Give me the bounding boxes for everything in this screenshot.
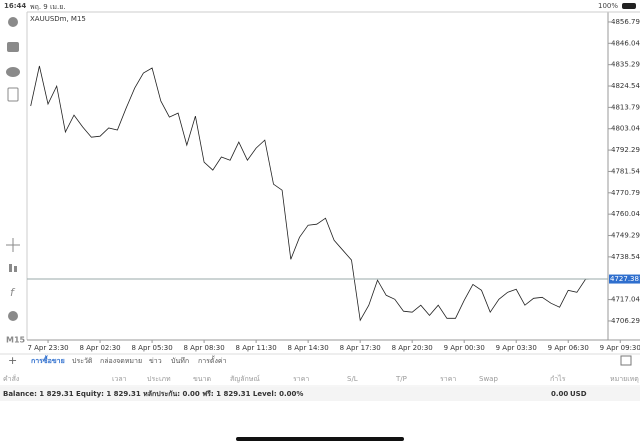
- timeframe[interactable]: M15: [6, 336, 26, 345]
- x-tick-label: 7 Apr 23:30: [27, 344, 68, 352]
- column-header: S/L: [347, 375, 358, 383]
- current-price-box: [609, 274, 640, 284]
- y-tick-label: 4792.290: [611, 146, 640, 154]
- current-price-label: 4727.381: [610, 275, 640, 283]
- y-tick-label: 4803.040: [611, 125, 640, 133]
- currency: USD: [570, 390, 587, 398]
- panel-icon[interactable]: [620, 355, 632, 366]
- chat-icon[interactable]: [6, 67, 20, 77]
- account-icon[interactable]: [8, 17, 18, 27]
- y-tick-label: 4846.040: [611, 39, 640, 47]
- x-tick-label: 8 Apr 02:30: [79, 344, 120, 352]
- summary-bg: [0, 387, 640, 401]
- x-tick-label: 8 Apr 08:30: [184, 344, 225, 352]
- column-header: สัญลักษณ์: [230, 375, 260, 383]
- price-line: [30, 65, 595, 322]
- battery-icon: [622, 3, 636, 9]
- chart-title: XAUUSDm, M15: [30, 15, 86, 23]
- y-tick-label: 4738.540: [611, 253, 640, 261]
- column-header: หมายเหตุ: [610, 375, 639, 383]
- column-header: คำสั่ง: [3, 374, 19, 383]
- y-tick-label: 4760.040: [611, 210, 640, 218]
- x-tick-label: 9 Apr 09:30: [600, 344, 640, 352]
- indicator-icon[interactable]: f: [10, 286, 16, 299]
- x-tick-label: 8 Apr 17:30: [340, 344, 381, 352]
- column-header: ราคา: [440, 375, 456, 383]
- tab[interactable]: กล่องจดหมาย: [100, 357, 142, 365]
- y-tick-label: 4770.790: [611, 189, 640, 197]
- tab[interactable]: การตั้งค่า: [198, 354, 227, 365]
- trade-icon[interactable]: [7, 42, 19, 52]
- y-tick-label: 4749.290: [611, 232, 640, 240]
- tab[interactable]: ประวัติ: [72, 357, 93, 365]
- home-indicator: [236, 437, 404, 441]
- y-tick-label: 4835.290: [611, 61, 640, 69]
- column-header: กำไร: [550, 374, 566, 383]
- y-tick-label: 4824.540: [611, 82, 640, 90]
- crosshair-icon[interactable]: [6, 238, 20, 252]
- new-order-icon[interactable]: [7, 87, 19, 102]
- column-header: Swap: [479, 375, 498, 383]
- x-tick-label: 9 Apr 00:30: [444, 344, 485, 352]
- tab[interactable]: การซื้อขาย: [31, 354, 65, 365]
- x-tick-label: 8 Apr 20:30: [392, 344, 433, 352]
- candles-icon[interactable]: [9, 264, 12, 272]
- x-tick-label: 9 Apr 03:30: [496, 344, 537, 352]
- x-tick-label: 8 Apr 14:30: [288, 344, 329, 352]
- summary: Balance: 1 829.31 Equity: 1 829.31 หลักป…: [3, 390, 303, 398]
- tab[interactable]: บันทึก: [171, 356, 189, 365]
- battery: 100%: [598, 2, 619, 10]
- x-tick-label: 9 Apr 06:30: [548, 344, 589, 352]
- y-tick-label: 4706.290: [611, 317, 640, 325]
- x-tick-label: 8 Apr 11:30: [236, 344, 277, 352]
- tab[interactable]: ข่าว: [149, 357, 162, 365]
- column-header: ขนาด: [193, 375, 211, 383]
- column-header: ประเภท: [147, 375, 171, 383]
- clock: 16:44: [4, 2, 27, 10]
- profit: 0.00: [551, 390, 568, 398]
- y-tick-label: 4717.040: [611, 296, 640, 304]
- column-header: ราคา: [293, 375, 309, 383]
- add-button[interactable]: +: [8, 354, 17, 367]
- y-tick-label: 4813.790: [611, 103, 640, 111]
- date: พฤ. 9 เม.ย.: [30, 3, 66, 11]
- column-header: เวลา: [112, 375, 127, 383]
- y-tick-label: 4781.540: [611, 167, 640, 175]
- toolbar: f: [6, 17, 20, 321]
- x-tick-label: 8 Apr 05:30: [131, 344, 172, 352]
- y-tick-label: 4856.790: [611, 18, 640, 26]
- column-header: T/P: [395, 375, 407, 383]
- objects-icon[interactable]: [8, 311, 18, 321]
